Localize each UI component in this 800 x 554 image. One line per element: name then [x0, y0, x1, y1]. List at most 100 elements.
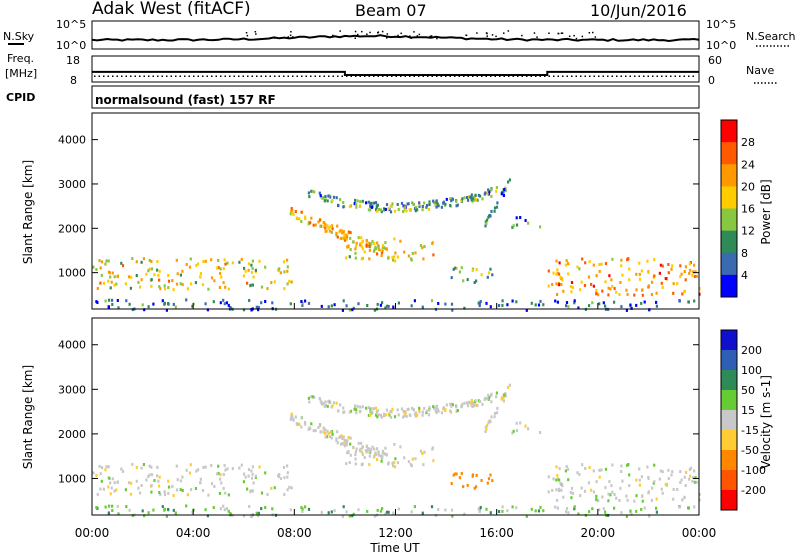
power-cell: [412, 203, 415, 207]
power-cell: [507, 180, 510, 184]
power-ytick-label: 4000: [58, 134, 86, 147]
power-cell: [264, 265, 267, 269]
velocity-cell: [456, 409, 459, 412]
power-cell: [307, 222, 310, 226]
velocity-cell: [365, 445, 368, 449]
velocity-cell: [428, 408, 431, 412]
power-cell: [368, 244, 371, 248]
power-cell: [693, 299, 696, 303]
power-cell: [393, 237, 396, 241]
power-cell: [340, 228, 343, 232]
power-cell: [258, 259, 261, 263]
power-cell: [567, 262, 570, 266]
velocity-cell: [502, 396, 505, 400]
power-cell: [95, 268, 98, 271]
power-cell: [342, 230, 345, 233]
velocity-cell: [530, 507, 533, 511]
power-cell: [495, 205, 499, 209]
velocity-cell: [140, 466, 143, 470]
velocity-cell: [251, 472, 254, 476]
power-cell: [555, 272, 558, 276]
power-cell: [399, 239, 402, 243]
velocity-cell: [227, 493, 230, 497]
velocity-cell: [101, 466, 104, 470]
velocity-cell: [322, 430, 325, 434]
velocity-cell: [428, 405, 431, 409]
velocity-cell: [352, 445, 355, 449]
power-cell: [206, 308, 209, 312]
velocity-cell: [354, 453, 357, 457]
power-cell: [455, 204, 458, 208]
power-cell: [181, 269, 184, 273]
power-cell: [125, 299, 128, 303]
velocity-cell: [423, 450, 426, 454]
power-cell: [333, 303, 336, 307]
velocity-cell: [565, 507, 569, 510]
nsky-dot: [409, 35, 411, 37]
velocity-colorbar-tick: 15: [741, 404, 755, 417]
velocity-cell: [542, 509, 545, 513]
power-cell: [508, 178, 511, 182]
velocity-cell: [219, 507, 222, 511]
velocity-cell: [475, 485, 478, 489]
power-cell: [335, 231, 338, 235]
power-cell: [121, 264, 125, 268]
power-cell: [445, 197, 448, 201]
nsky-scatter: [245, 30, 597, 40]
power-cell: [360, 244, 363, 248]
velocity-cell: [627, 463, 630, 466]
velocity-cell: [576, 471, 579, 475]
velocity-cell: [491, 479, 494, 483]
velocity-cell: [117, 512, 120, 516]
nsearch-label: N.Search: [746, 30, 796, 43]
power-cell: [501, 299, 504, 303]
power-cell: [451, 308, 454, 312]
power-cell: [626, 292, 629, 296]
power-cell: [664, 277, 667, 280]
power-cell: [264, 300, 267, 303]
velocity-cell: [357, 441, 360, 445]
power-cell: [135, 260, 138, 264]
power-cell: [473, 198, 476, 202]
power-cell: [694, 270, 697, 274]
power-cell: [324, 229, 327, 233]
power-cell: [326, 224, 329, 228]
power-cell: [194, 281, 197, 285]
velocity-cell: [304, 422, 307, 426]
power-colorbar-swatch: [721, 142, 737, 165]
power-cell: [129, 286, 132, 290]
power-cell: [583, 284, 587, 287]
velocity-cell: [412, 408, 415, 412]
velocity-cell: [341, 514, 344, 518]
power-colorbar-swatch: [721, 186, 737, 209]
power-cell: [283, 270, 286, 274]
power-cell: [227, 287, 230, 291]
velocity-cell: [251, 489, 254, 493]
velocity-cell: [240, 463, 243, 467]
velocity-ytick-label: 4000: [58, 339, 86, 352]
power-cell: [384, 241, 387, 244]
power-cell: [283, 287, 286, 291]
power-cell: [270, 281, 273, 285]
velocity-cell: [403, 414, 406, 418]
velocity-cell: [373, 514, 376, 518]
power-cell: [290, 207, 293, 210]
velocity-cell: [476, 404, 479, 408]
velocity-cell: [348, 410, 351, 414]
velocity-cell: [129, 492, 132, 496]
power-cell: [116, 299, 119, 302]
power-cell: [320, 304, 323, 308]
power-cell: [625, 288, 628, 292]
power-cell: [99, 281, 102, 285]
power-cell: [693, 263, 696, 267]
velocity-cell: [611, 490, 614, 494]
power-cell: [423, 245, 426, 248]
power-cell: [330, 224, 334, 228]
velocity-cell: [222, 486, 225, 490]
velocity-cell: [172, 494, 175, 497]
velocity-cell: [547, 475, 550, 479]
velocity-cell: [608, 480, 611, 484]
velocity-cell: [366, 509, 369, 513]
power-cell: [117, 306, 120, 310]
power-cell: [408, 208, 411, 211]
